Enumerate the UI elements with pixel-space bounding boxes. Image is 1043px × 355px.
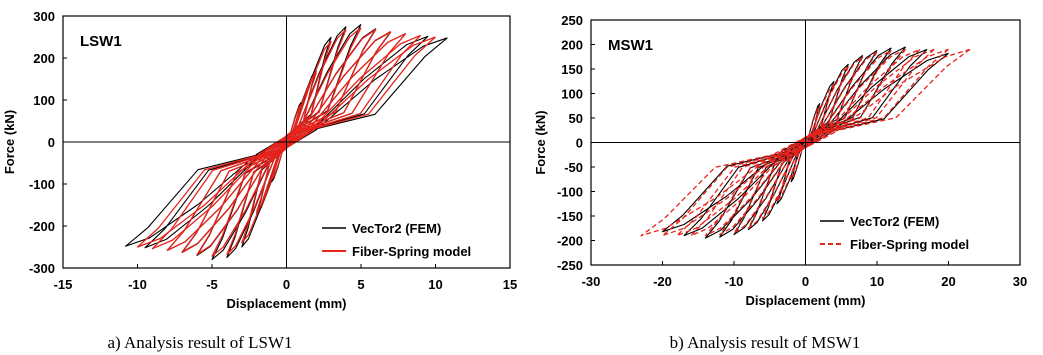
y-tick-label: 300 <box>33 9 55 24</box>
x-tick-label: -30 <box>582 274 601 289</box>
fiber-spring-loop <box>136 36 436 248</box>
fiber-spring-loop <box>719 49 892 236</box>
y-tick-label: 150 <box>561 62 583 77</box>
x-tick-label: -10 <box>128 277 147 292</box>
y-tick-label: 50 <box>569 111 583 126</box>
x-tick-label: 0 <box>802 274 809 289</box>
y-tick-label: -300 <box>29 261 55 276</box>
fiber-spring-loop <box>761 66 849 220</box>
fiber-spring-loop <box>151 34 422 250</box>
legend-label-vector2: VecTor2 (FEM) <box>352 221 441 236</box>
panel-label: LSW1 <box>80 33 122 50</box>
fiber-spring-loop <box>676 48 935 237</box>
fiber-spring-loop <box>661 48 949 237</box>
vector2-loop <box>683 48 928 237</box>
x-tick-label: -15 <box>54 277 73 292</box>
x-tick-label: 30 <box>1013 274 1027 289</box>
x-tick-label: -20 <box>653 274 672 289</box>
fiber-spring-loop <box>747 56 864 229</box>
vector2-loop <box>125 37 448 247</box>
y-tick-label: -50 <box>564 160 583 175</box>
x-axis-label: Displacement (mm) <box>746 293 866 308</box>
y-tick-label: 0 <box>48 135 55 150</box>
y-axis-label: Force (kN) <box>533 110 548 174</box>
y-tick-label: 0 <box>576 136 583 151</box>
y-axis-label: Force (kN) <box>2 110 17 174</box>
chart-msw1: -30 -20 -10 0 10 20 30 250200150100500-50-100-… <box>533 13 1027 352</box>
y-tick-label: 250 <box>561 13 583 28</box>
caption: b) Analysis result of MSW1 <box>670 333 861 352</box>
legend-label-fiber-spring: Fiber-Spring model <box>850 237 969 252</box>
x-tick-label: 10 <box>428 277 442 292</box>
x-tick-label: 15 <box>503 277 517 292</box>
fiber-spring-loop <box>704 48 907 237</box>
y-tick-label: -100 <box>557 185 583 200</box>
y-tick-label: -200 <box>29 219 55 234</box>
fiber-spring-loop <box>790 105 821 180</box>
legend-label-fiber-spring: Fiber-Spring model <box>352 244 471 259</box>
y-tick-label: -200 <box>557 234 583 249</box>
fiber-spring-loop <box>166 33 407 252</box>
fiber-spring-loop <box>690 48 921 237</box>
y-tick-label: -150 <box>557 209 583 224</box>
fiber-spring-loop <box>733 51 878 234</box>
legend-label-vector2: VecTor2 (FEM) <box>850 214 939 229</box>
y-tick-label: -100 <box>29 177 55 192</box>
fiber-spring-loop <box>211 27 362 257</box>
y-tick-label: 100 <box>33 93 55 108</box>
caption: a) Analysis result of LSW1 <box>107 333 292 352</box>
x-axis-label: Displacement (mm) <box>227 296 347 311</box>
x-tick-label: -5 <box>206 277 218 292</box>
vector2-loop <box>661 52 949 233</box>
vector2-loop <box>144 35 429 249</box>
y-tick-label: 200 <box>33 51 55 66</box>
legend: VecTor2 (FEM) Fiber-Spring model <box>322 221 471 259</box>
y-tick-label: -250 <box>557 258 583 273</box>
x-tick-label: -10 <box>725 274 744 289</box>
x-tick-label: 20 <box>941 274 955 289</box>
chart-lsw1: -15 -10 -5 0 5 10 15 300 200 100 0 -100 -200 -300 LS… <box>2 9 517 352</box>
x-tick-label: 5 <box>357 277 364 292</box>
fiber-spring-loop <box>640 48 971 237</box>
x-tick-label: 0 <box>283 277 290 292</box>
panel-label: MSW1 <box>608 37 653 54</box>
y-tick-label: 200 <box>561 38 583 53</box>
y-tick-label: 100 <box>561 87 583 102</box>
x-tick-label: 10 <box>870 274 884 289</box>
legend: VecTor2 (FEM) Fiber-Spring model <box>820 214 969 252</box>
fiber-spring-loop <box>196 28 377 256</box>
